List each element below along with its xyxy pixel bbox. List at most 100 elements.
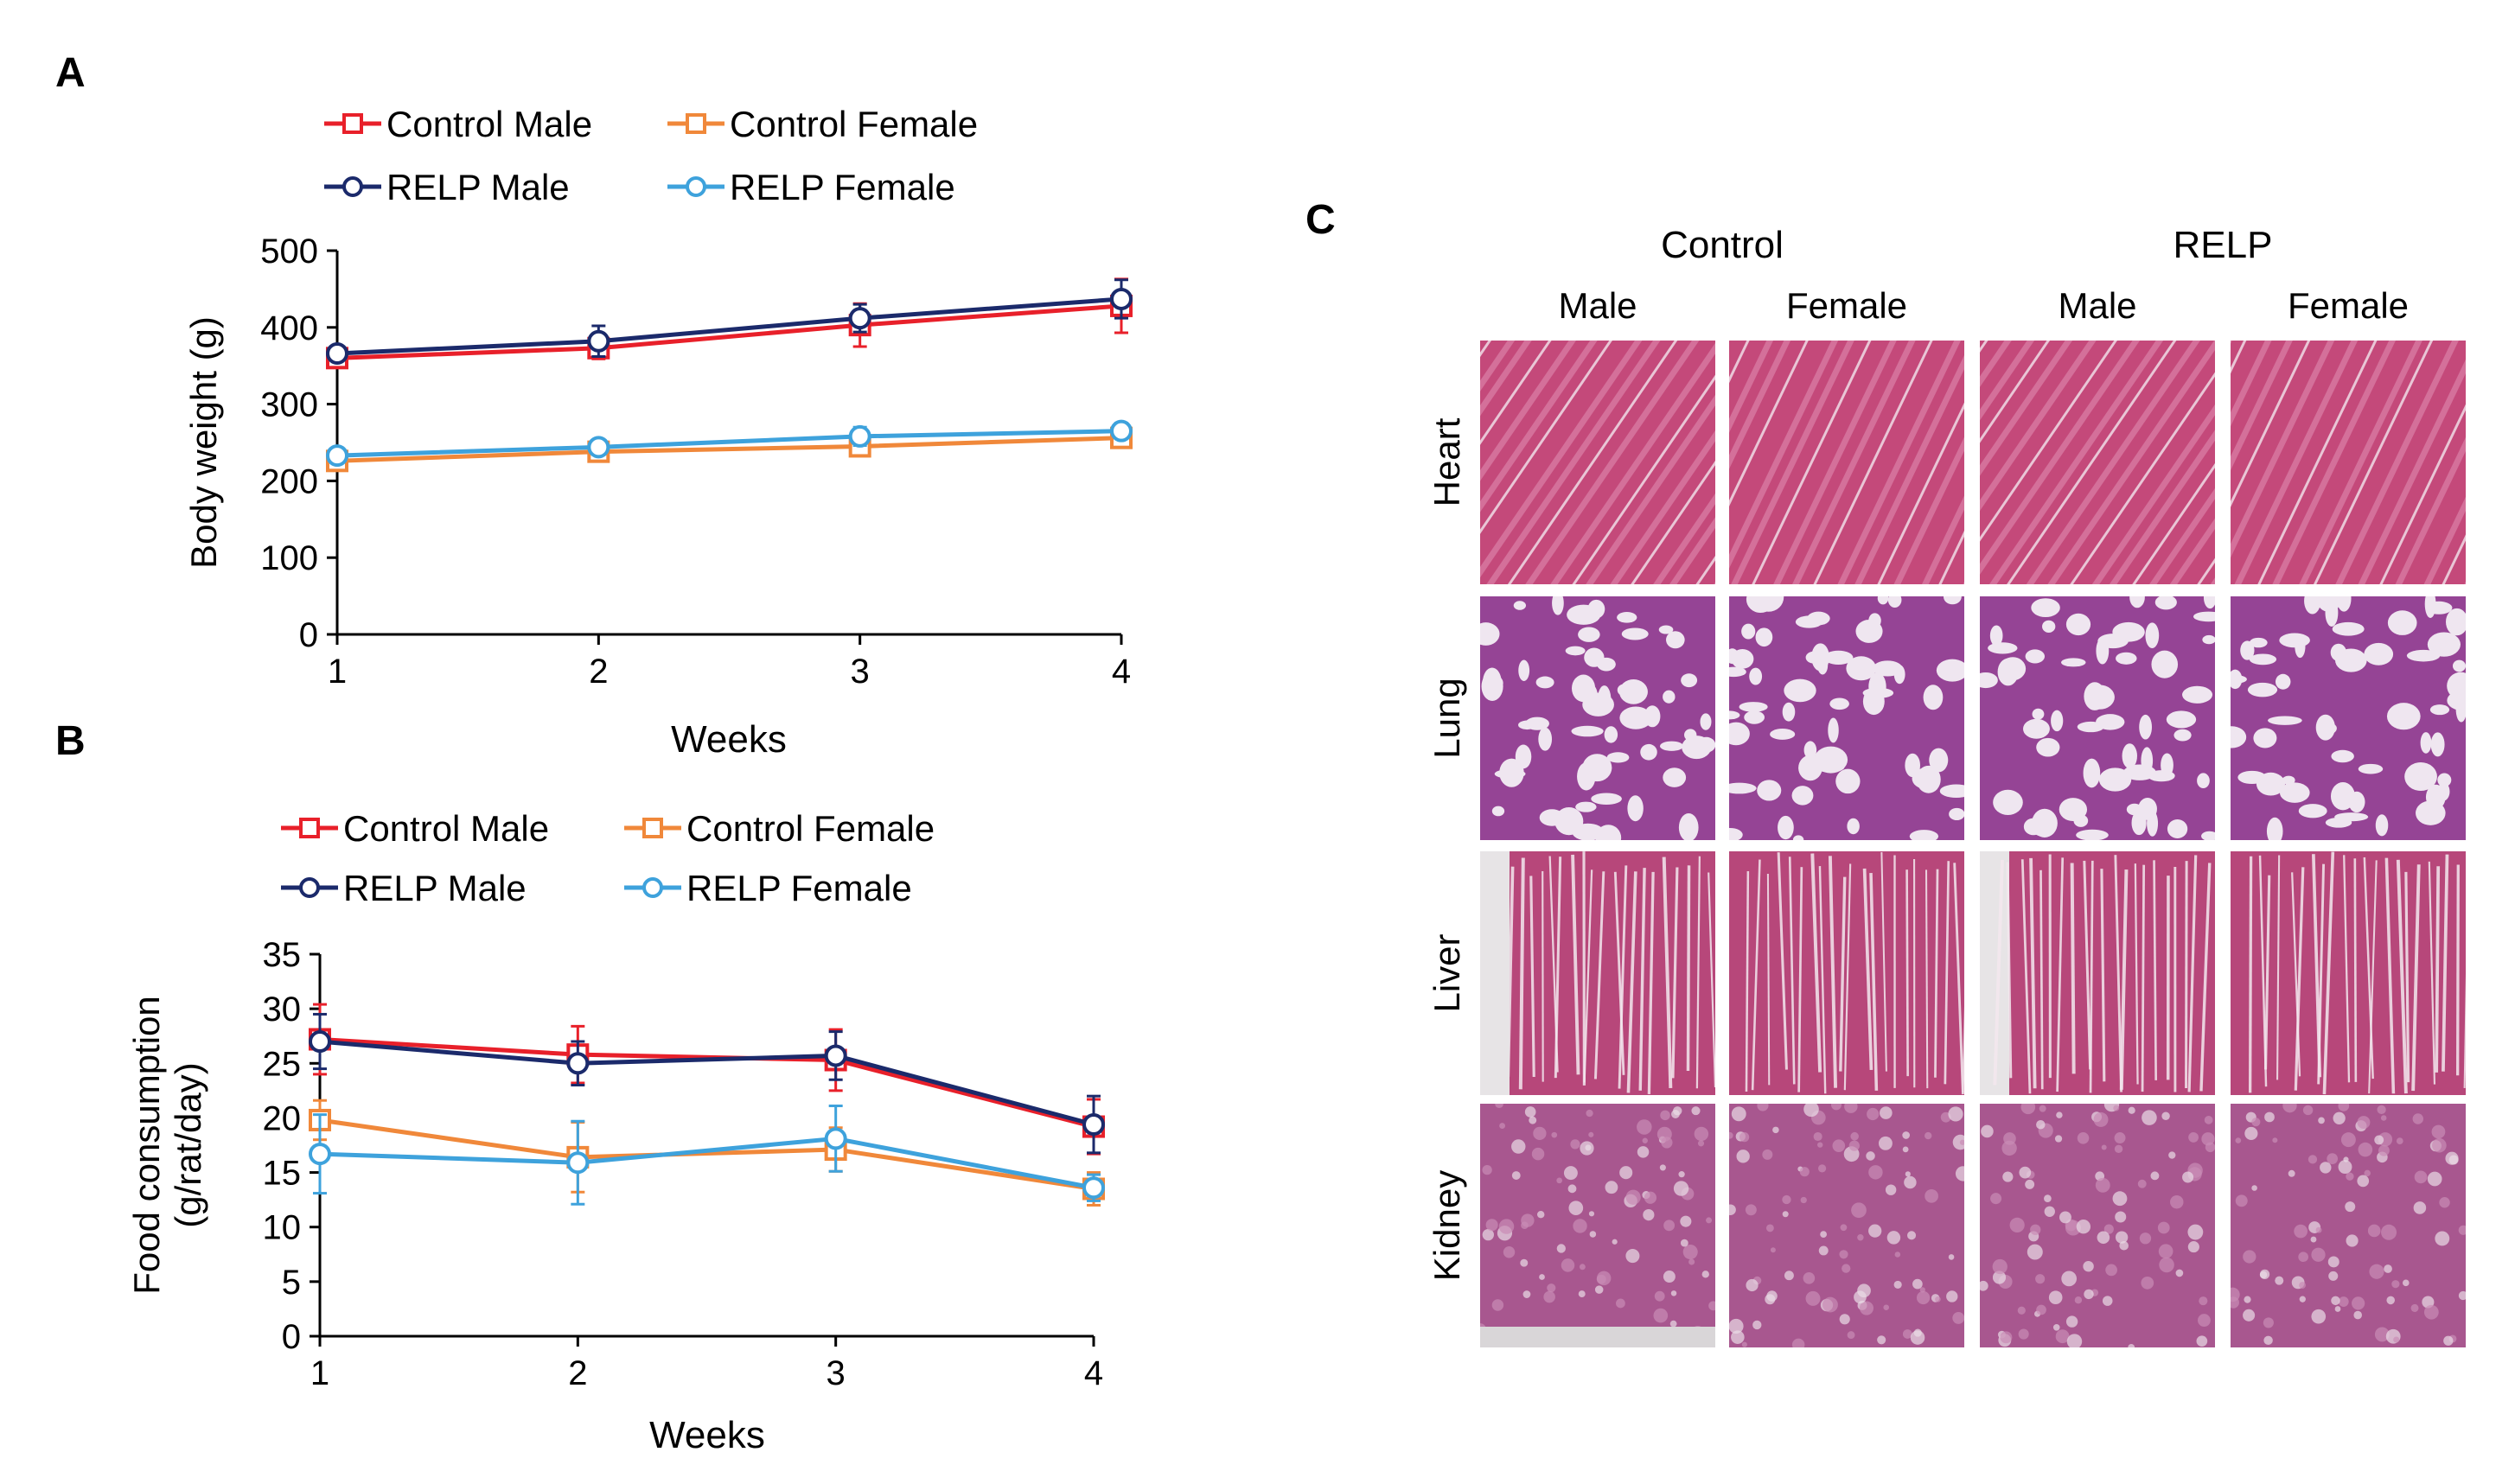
alveolus [2325,817,2352,828]
hepatic-cord [1613,871,1625,1075]
tubule [1955,1166,1964,1181]
hepatic-cord [1925,869,1929,1089]
alveolus [1480,622,1500,646]
alveolus [2084,682,2106,710]
x-tick-label: 1 [310,1354,329,1392]
series-line [319,1039,1095,1127]
muscle-fiber [1586,394,1715,584]
muscle-fiber [1631,460,1715,584]
hepatic-cord [2343,855,2351,1083]
legend-label: Control Female [686,808,935,849]
alveolus [1847,818,1860,835]
muscle-fiber [2132,462,2215,584]
tubule [1980,1280,1988,1291]
tubule [2243,1309,2256,1322]
micrograph-lung-2 [1980,596,2215,840]
tubule [1567,1184,1577,1194]
alveolus [1729,666,1746,678]
data-point [848,424,871,448]
hepatic-cord [1843,863,1852,1091]
hepatic-cord [2029,857,2037,1089]
alveolus [2247,682,2278,697]
tubule [1736,1150,1750,1163]
row-label-lung: Lung [1427,678,1467,758]
tubule [2386,1296,2396,1305]
tubule [2357,1175,2370,1188]
tubule [1880,1106,1893,1119]
alveolus [2249,637,2268,648]
tubule [2338,1104,2350,1111]
y-tick-label: 10 [263,1209,302,1247]
micrograph-liver-2 [1980,851,2215,1095]
tubule [2112,1191,2128,1207]
tubule [1772,1126,1779,1134]
muscle-fiber [1877,402,1964,584]
tubule [1866,1151,1875,1161]
tubule [1912,1278,1923,1290]
alveolus [2147,810,2159,837]
alveolus [2336,596,2352,612]
tubule [1765,1224,1774,1232]
tubule [2083,1260,2094,1272]
tubule [2458,1225,2466,1235]
series-relp-male [326,278,1133,365]
muscle-fiber [1980,341,2051,443]
alveolus [2033,824,2055,837]
tubule [2396,1137,2403,1145]
alveolus [2358,763,2384,774]
y-tick-label: 300 [260,386,318,424]
tubule [1857,1234,1864,1241]
alveolus [1846,656,1877,681]
legend-marker [299,818,320,838]
tubule [1533,1126,1547,1140]
muscle-fiber [2231,341,2335,558]
hepatic-cord [1662,857,1673,1088]
alveolus [1729,782,1757,794]
alveolus [1659,741,1684,751]
tubule [1580,1141,1594,1156]
tubule [2187,1224,2204,1240]
alveolus [1823,650,1854,665]
hepatic-cord [1828,856,1838,1088]
tubule [1691,1106,1701,1116]
tubule [1663,1271,1676,1283]
alveolus [1782,702,1796,722]
tubule [2427,1171,2442,1187]
alveolus [2131,811,2147,836]
muscle-fiber [1729,341,1809,506]
micrograph-heart-1 [1729,341,1964,584]
tubule [2168,1151,2176,1159]
tubule [1745,1204,1757,1216]
series-line [336,436,1122,463]
series-line [319,1118,1095,1191]
alveolus [2316,596,2341,613]
tubule [2327,1153,2339,1164]
y-tick-label: 35 [263,936,302,974]
muscle-fiber [2231,341,2293,471]
tubule [1992,1258,2008,1275]
tubule [2377,1105,2386,1114]
tubule [2027,1244,2043,1260]
alveolus [1755,627,1773,647]
y-tick-label: 400 [260,309,318,347]
data-point [824,1127,847,1150]
micrograph-liver-1 [1729,851,1964,1095]
tubule [2331,1296,2340,1306]
tubule [1765,1294,1776,1305]
micrograph-background [1480,851,1715,1095]
tubule [1959,1139,1964,1145]
y-axis-label-line: (g/rat/day) [168,1062,208,1227]
tubule [1503,1246,1516,1258]
legend-label: Control Male [343,808,549,849]
tubule [2158,1244,2173,1259]
legend-item-relp-male: RELP Male [281,868,527,908]
tubule [1524,1106,1536,1118]
tubule [1948,1254,1955,1260]
alveolus [2231,669,2243,690]
muscle-fiber [1480,341,1516,392]
tubule [2275,1276,2284,1285]
legend-marker [642,877,663,898]
muscle-fiber [1480,341,1643,578]
tubule [1522,1290,1531,1298]
tubule [2340,1132,2356,1148]
